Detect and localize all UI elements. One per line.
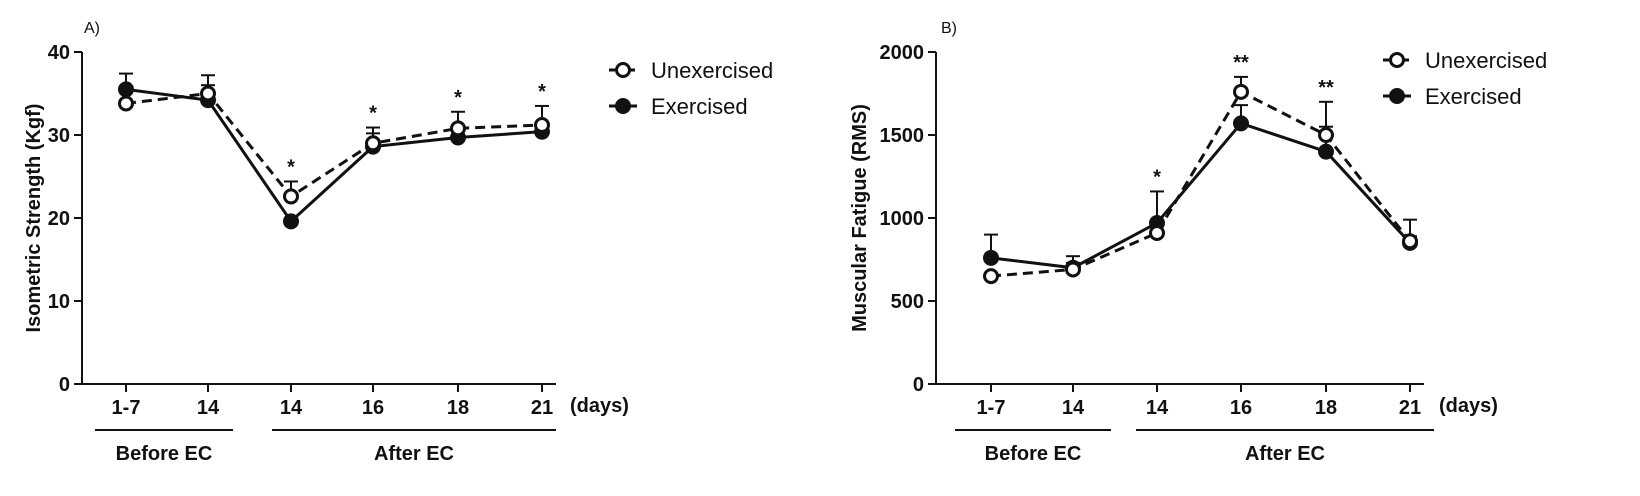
x-tick-label: 14 [1062,397,1085,419]
x-tick-label: 16 [1230,397,1252,419]
significance-marker: ** [1318,77,1334,99]
chart-panel-a: A) 0 10 20 30 40 1-7 14 14 16 18 21 (days) Before EC A… [23,20,773,465]
data-point-unexercised [1149,224,1165,241]
panel-label: B) [941,20,957,37]
significance-marker: ** [1233,52,1249,74]
legend-marker-unexercised [1389,52,1405,68]
x-tick-label: 1-7 [977,397,1006,419]
series-line-exercised [125,87,543,224]
significance-marker: * [454,87,462,109]
group-label: Before EC [116,443,213,465]
data-point-unexercised [1402,233,1418,250]
x-tick-label: 21 [531,397,553,419]
y-tick-label: 1500 [880,125,925,147]
y-tick-label: 500 [891,291,924,313]
series-line-unexercised [125,91,543,199]
data-point-unexercised [365,135,381,152]
y-axis-title: Muscular Fatigue (RMS) [849,104,871,332]
y-tick-label: 40 [48,42,70,64]
legend-label-unexercised: Unexercised [651,58,773,83]
x-tick-label: 18 [447,397,469,419]
legend-marker-exercised [615,98,631,114]
x-tick-label: 18 [1315,397,1337,419]
legend-label-exercised: Exercised [651,94,748,119]
group-label: After EC [374,443,454,465]
x-tick-label: 14 [280,397,303,419]
x-unit-label: (days) [570,395,629,417]
x-unit-label: (days) [1439,395,1498,417]
significance-marker: * [369,103,377,125]
panel-label: A) [84,20,100,37]
y-tick-label: 0 [913,374,924,396]
data-point-unexercised [1065,261,1081,278]
series-line-exercised [990,121,1412,270]
series-line-unexercised [990,89,1412,278]
data-point-unexercised [450,120,466,137]
y-tick-label: 30 [48,125,70,147]
data-point-unexercised [983,268,999,285]
group-label: Before EC [985,443,1082,465]
significance-marker: * [1153,166,1161,188]
data-point-unexercised [534,117,550,134]
y-tick-label: 2000 [880,42,925,64]
data-point-unexercised [200,85,216,102]
legend-label-unexercised: Unexercised [1425,48,1547,73]
y-tick-label: 20 [48,208,70,230]
chart-panel-b: B) 0 500 1000 1500 2000 1-7 14 14 16 18 21 (days) Bef… [849,20,1547,465]
significance-marker: * [538,81,546,103]
x-tick-label: 14 [197,397,220,419]
data-point-exercised [1233,115,1249,132]
data-point-exercised [118,81,134,98]
data-point-exercised [283,213,299,230]
legend-label-exercised: Exercised [1425,84,1522,109]
significance-marker: * [287,156,295,178]
y-tick-label: 1000 [880,208,925,230]
x-tick-label: 14 [1146,397,1169,419]
legend-marker-exercised [1389,88,1405,104]
y-tick-label: 0 [59,374,70,396]
data-point-exercised [1318,143,1334,160]
x-tick-label: 1-7 [112,397,141,419]
data-point-unexercised [283,188,299,205]
data-point-unexercised [1233,83,1249,100]
data-point-unexercised [1318,127,1334,143]
x-tick-label: 21 [1399,397,1421,419]
group-label: After EC [1245,443,1325,465]
data-point-exercised [983,249,999,266]
data-point-unexercised [118,95,134,112]
y-axis-title: Isometric Strength (Kgf) [23,104,45,333]
legend-marker-unexercised [615,62,631,78]
y-tick-label: 10 [48,291,70,313]
x-tick-label: 16 [362,397,384,419]
